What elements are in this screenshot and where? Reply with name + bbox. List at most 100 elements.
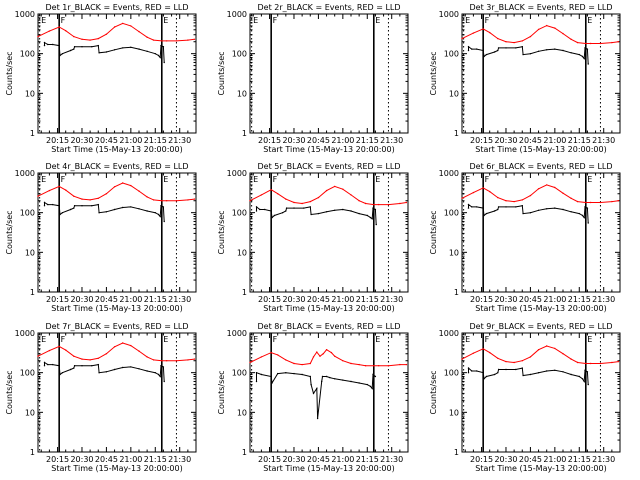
data-point <box>522 53 524 56</box>
data-point <box>122 182 124 184</box>
data-point <box>546 184 548 186</box>
event-marker-label: F <box>273 335 278 344</box>
data-point <box>105 211 108 213</box>
data-point <box>599 201 602 204</box>
data-point <box>138 368 140 370</box>
data-point <box>73 355 75 357</box>
lld-rate-line <box>461 25 619 44</box>
plot-frame <box>249 13 409 134</box>
event-marker-label: E <box>375 175 380 184</box>
data-point <box>249 361 251 364</box>
data-point <box>113 208 116 211</box>
x-axis-label: Start Time (15-May-13 20:00:00) <box>263 464 394 473</box>
data-point <box>69 208 72 211</box>
lld-rate-line <box>249 185 407 206</box>
data-point <box>576 41 579 44</box>
event-marker-label: E <box>163 175 168 184</box>
data-point <box>405 201 408 204</box>
data-point <box>61 53 64 55</box>
x-tick-label: 20:30 <box>70 455 93 464</box>
data-point <box>159 56 161 59</box>
x-tick-label: 20:15 <box>470 455 493 464</box>
y-tick-label: 1 <box>454 448 459 457</box>
data-point <box>58 185 60 188</box>
data-point <box>157 213 160 216</box>
data-point <box>489 31 491 34</box>
data-point <box>138 48 140 50</box>
data-point <box>98 212 100 214</box>
events-rate-line <box>256 371 376 419</box>
x-tick-label: 21:00 <box>119 136 142 145</box>
event-marker-label: E <box>253 16 258 25</box>
event-marker-label: E <box>253 175 258 184</box>
data-point <box>482 49 484 52</box>
data-point <box>587 63 589 65</box>
data-point <box>578 212 580 215</box>
data-point <box>546 370 548 372</box>
y-tick-label: 10 <box>449 248 459 257</box>
data-point <box>162 206 165 208</box>
data-point <box>293 362 295 365</box>
x-tick-label: 21:00 <box>119 295 142 304</box>
data-point <box>309 362 311 365</box>
data-point <box>270 351 272 354</box>
data-point <box>325 211 328 213</box>
x-tick-label: 20:30 <box>494 295 517 304</box>
data-point <box>497 357 499 359</box>
data-point <box>467 207 470 209</box>
data-point <box>570 197 572 199</box>
data-point <box>334 185 336 188</box>
data-point <box>193 358 196 360</box>
data-point <box>309 206 311 208</box>
data-point <box>497 196 499 199</box>
data-point <box>122 22 124 25</box>
data-point <box>375 223 377 226</box>
data-point <box>270 375 272 378</box>
event-marker-label: F <box>273 175 278 184</box>
data-point <box>497 37 499 40</box>
data-point <box>162 46 165 48</box>
data-point <box>113 346 116 348</box>
data-point <box>271 216 273 219</box>
data-point <box>505 206 507 208</box>
lld-rate-line <box>461 345 619 364</box>
data-point <box>366 214 368 217</box>
data-point <box>529 212 532 214</box>
data-point <box>371 387 373 390</box>
data-point <box>312 392 315 395</box>
x-tick-label: 20:45 <box>519 295 542 304</box>
data-point <box>515 368 517 371</box>
event-marker-label: E <box>163 16 168 25</box>
y-tick-label: 100 <box>232 50 247 59</box>
x-tick-label: 21:15 <box>144 136 167 145</box>
data-point <box>37 355 39 357</box>
data-point <box>330 351 333 354</box>
data-point <box>578 53 580 56</box>
data-point <box>97 363 100 366</box>
data-point <box>584 206 586 208</box>
y-tick-label: 1 <box>30 448 35 457</box>
data-point <box>309 375 311 378</box>
x-tick-label: 20:15 <box>470 136 493 145</box>
data-point <box>334 378 336 380</box>
data-point <box>485 212 488 215</box>
data-point <box>483 55 485 58</box>
data-point <box>493 373 496 376</box>
data-point <box>554 207 556 209</box>
event-marker-label: F <box>61 335 66 344</box>
data-point <box>521 367 523 369</box>
data-point <box>59 213 61 216</box>
data-point <box>334 355 336 357</box>
data-point <box>161 360 163 362</box>
data-point <box>554 347 556 350</box>
data-point <box>373 203 375 206</box>
data-point <box>259 208 261 211</box>
x-tick-label: 20:45 <box>519 136 542 145</box>
data-point <box>166 40 168 42</box>
x-tick-label: 21:30 <box>592 295 615 304</box>
data-point <box>277 193 279 195</box>
data-point <box>52 363 54 366</box>
data-point <box>310 213 312 216</box>
y-tick-label: 10 <box>237 248 247 257</box>
